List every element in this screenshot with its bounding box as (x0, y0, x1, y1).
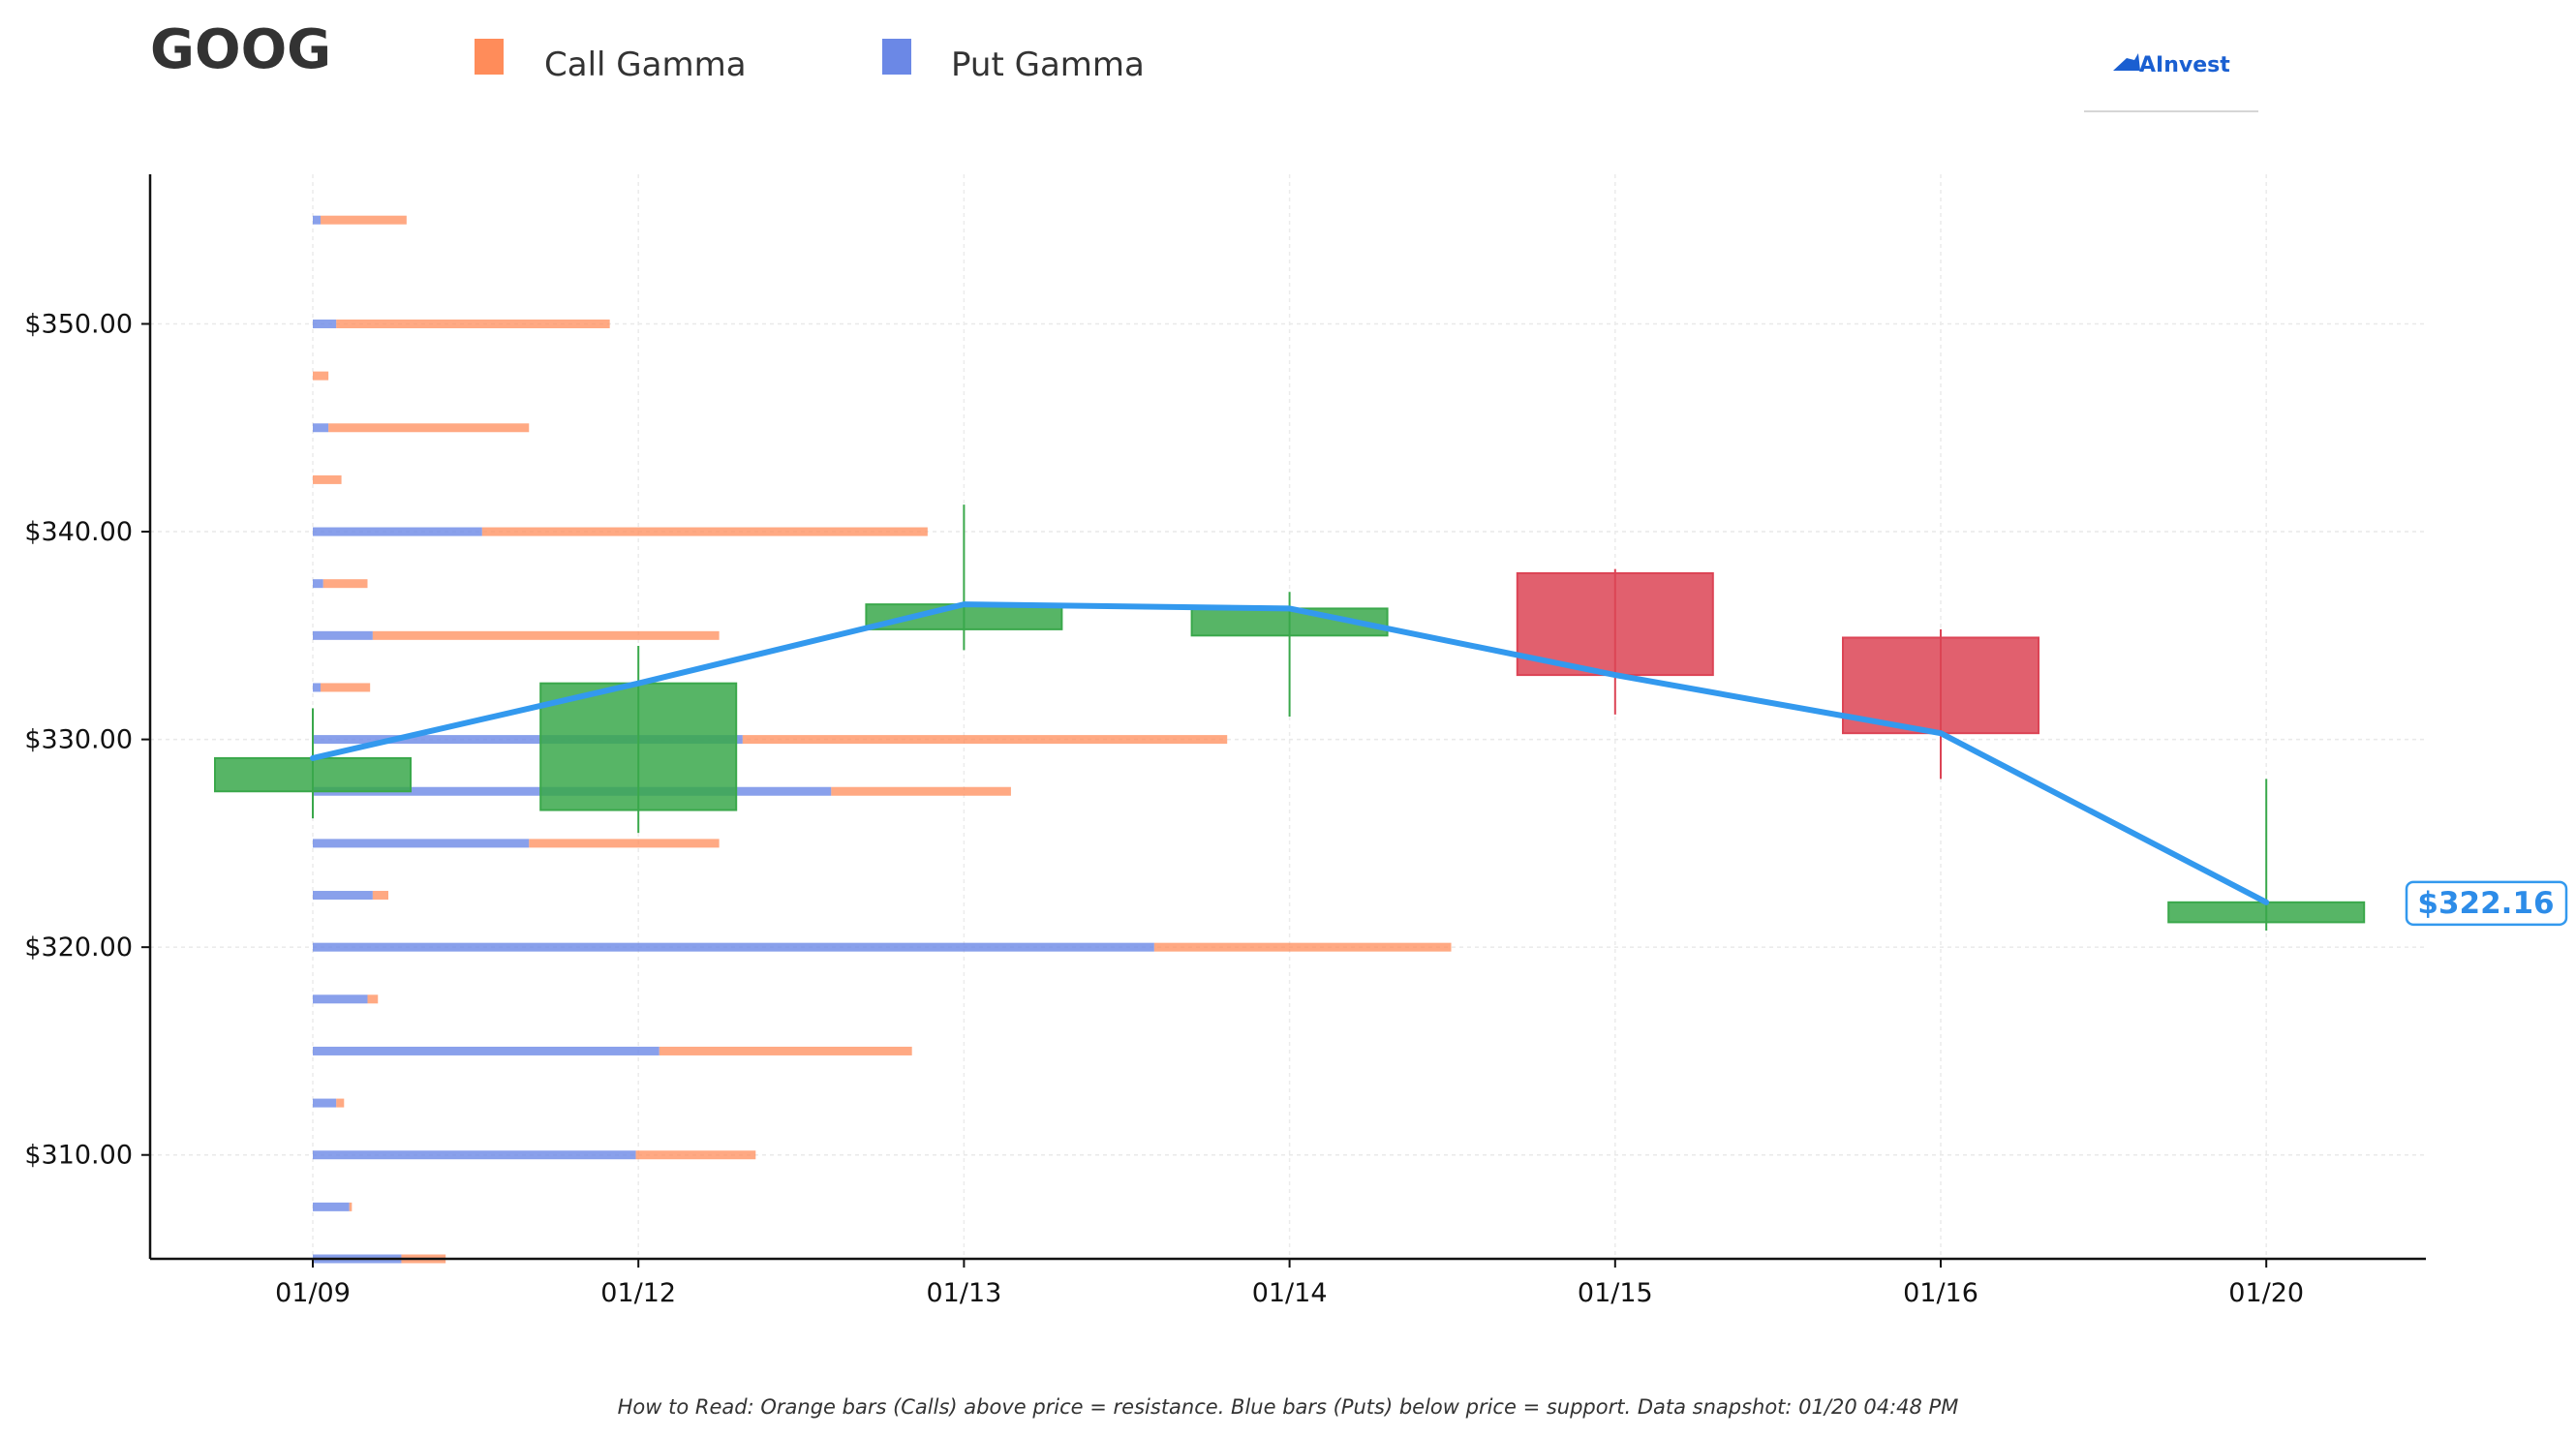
put-gamma-bar (313, 683, 322, 692)
logo-icon (2113, 53, 2140, 71)
y-tick-label: $350.00 (24, 309, 133, 339)
x-tick-label: 01/09 (275, 1278, 351, 1308)
call-gamma-bar (481, 527, 928, 536)
call-gamma-bar (313, 474, 342, 484)
legend-put-swatch (882, 39, 911, 75)
x-tick-label: 01/13 (926, 1278, 1001, 1308)
candle-body (214, 756, 412, 793)
y-axis-ticks: $310.00 $320.00 $330.00 $340.00 $350.00 (24, 309, 150, 1171)
footer-note: How to Read: Orange bars (Calls) above p… (618, 1395, 1959, 1419)
put-gamma-bar (313, 1150, 636, 1160)
put-gamma-bar (313, 1202, 350, 1211)
call-gamma-bar (321, 683, 371, 692)
axes (148, 174, 2426, 1261)
gamma-bars (313, 215, 1452, 1264)
call-gamma-bar (313, 371, 329, 381)
put-gamma-bar (313, 1098, 337, 1108)
put-gamma-bar (313, 942, 1154, 952)
call-gamma-bar (831, 786, 1011, 796)
x-tick-label: 01/14 (1252, 1278, 1328, 1308)
candle-body (865, 603, 1063, 630)
candle-body (539, 682, 738, 811)
call-gamma-bar (328, 423, 530, 433)
y-tick-label: $320.00 (24, 933, 133, 963)
call-gamma-bar (529, 839, 720, 848)
call-gamma-bar (372, 891, 389, 901)
put-gamma-bar (313, 1046, 659, 1055)
y-tick-label: $340.00 (24, 517, 133, 547)
x-tick-label: 01/15 (1578, 1278, 1653, 1308)
put-gamma-bar (313, 839, 530, 848)
put-gamma-bar (313, 891, 373, 901)
x-tick-label: 01/16 (1903, 1278, 1978, 1308)
candle-body (2167, 901, 2366, 924)
logo: AInvest (2084, 53, 2258, 112)
legend-call-swatch (475, 39, 504, 75)
y-tick-label: $330.00 (24, 725, 133, 755)
put-gamma-bar (313, 527, 482, 536)
call-gamma-bar (659, 1046, 912, 1055)
legend-call-label: Call Gamma (544, 46, 747, 84)
put-gamma-bar (313, 319, 337, 328)
call-gamma-bar (336, 1098, 345, 1108)
put-gamma-bar (313, 423, 329, 433)
call-gamma-bar (321, 215, 407, 225)
put-gamma-bar (313, 579, 323, 589)
logo-text: AInvest (2139, 53, 2230, 77)
price-line (310, 601, 2270, 905)
x-tick-label: 01/20 (2228, 1278, 2304, 1308)
last-price-box (2405, 880, 2568, 927)
call-gamma-bar (742, 735, 1228, 745)
last-price-tag: $322.16 (2405, 880, 2568, 927)
put-gamma-bar (313, 630, 373, 640)
x-axis-ticks: 01/09 01/12 01/13 01/14 01/15 01/16 01/20 (275, 1259, 2304, 1308)
call-gamma-bar (349, 1202, 353, 1211)
put-gamma-bar (313, 735, 743, 745)
call-gamma-bar (1153, 942, 1452, 952)
call-gamma-bar (336, 319, 610, 328)
call-gamma-bar (367, 994, 379, 1004)
y-tick-label: $310.00 (24, 1141, 133, 1171)
legend: Call Gamma Put Gamma (475, 39, 1145, 84)
call-gamma-bar (322, 579, 368, 589)
legend-put-label: Put Gamma (951, 46, 1145, 84)
x-tick-label: 01/12 (600, 1278, 676, 1308)
call-gamma-bar (372, 630, 720, 640)
put-gamma-bar (313, 994, 368, 1004)
call-gamma-bar (635, 1150, 756, 1160)
ticker-title: GOOG (150, 18, 331, 81)
last-price-label: $322.16 (2417, 886, 2554, 921)
put-gamma-bar (313, 215, 322, 225)
price-line-group (310, 601, 2270, 905)
